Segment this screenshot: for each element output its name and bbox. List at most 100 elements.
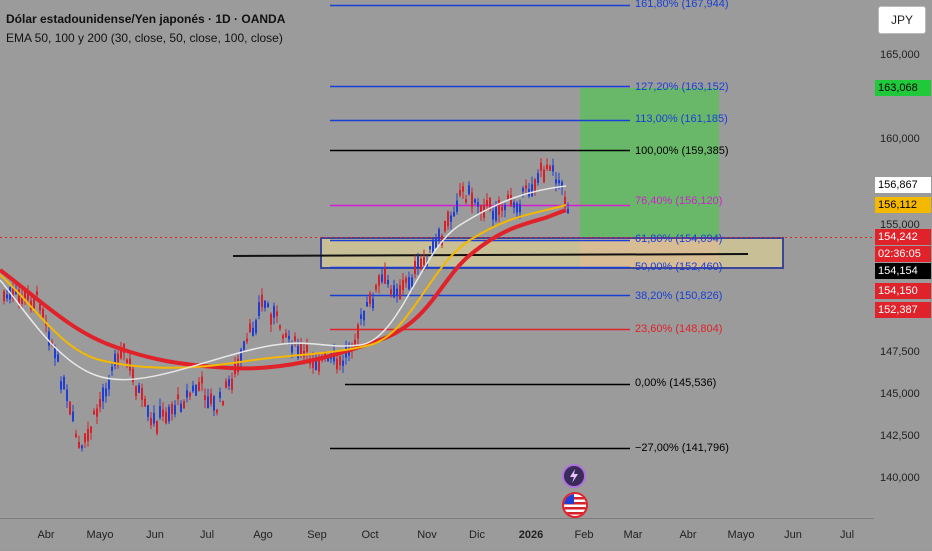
candle-body [279, 325, 281, 329]
candle-body [3, 291, 5, 301]
candle-body [84, 433, 86, 443]
profit-zone [580, 88, 719, 237]
price-label-ema-fast: 156,867 [875, 177, 931, 193]
ema-mid-line [0, 204, 567, 369]
candle-body [162, 409, 164, 417]
candle-body [408, 277, 410, 290]
price-label-target: 163,068 [875, 80, 931, 96]
candle-body [108, 379, 110, 390]
candle-body [432, 239, 434, 254]
candle-body [246, 338, 248, 342]
candle-body [318, 356, 320, 372]
month-label: Mar [623, 529, 643, 541]
candle-body [435, 237, 437, 249]
symbol-title[interactable]: Dólar estadounidense/Yen japonés · 1D · … [6, 12, 286, 26]
candle-body [498, 200, 500, 215]
candle-body [240, 349, 242, 362]
month-label: Sep [307, 529, 327, 541]
candle-body [138, 385, 140, 393]
candle-body [453, 211, 455, 217]
price-tick: 140,000 [880, 472, 920, 484]
candle-body [513, 202, 515, 208]
candle-body [153, 413, 155, 424]
candle-body [477, 202, 479, 207]
candle-body [105, 388, 107, 397]
candle-body [75, 433, 77, 438]
candle-body [315, 358, 317, 371]
price-label-ema-mid: 156,112 [875, 197, 931, 213]
candle-body [555, 179, 557, 184]
candle-body [204, 395, 206, 401]
ema-slow-line [0, 208, 567, 371]
candle-body [78, 442, 80, 448]
countdown-label: 02:36:05 [875, 246, 931, 262]
candle-body [561, 181, 563, 188]
candle-body [87, 429, 89, 441]
candle-body [6, 294, 8, 299]
candle-body [24, 289, 26, 299]
candle-body [249, 323, 251, 333]
candle-body [171, 404, 173, 415]
fib-label: 100,00% (159,385) [635, 145, 729, 157]
candle-body [390, 289, 392, 295]
price-chart-canvas[interactable] [0, 0, 874, 518]
us-flag-event-icon[interactable] [562, 492, 588, 518]
candle-body [327, 357, 329, 362]
candle-body [132, 368, 134, 382]
candle-body [564, 197, 566, 208]
candle-body [444, 220, 446, 232]
candle-body [504, 204, 506, 211]
candle-body [165, 411, 167, 424]
fib-label: 0,00% (145,536) [635, 377, 717, 389]
candle-body [387, 280, 389, 285]
candle-body [525, 185, 527, 189]
month-label: Ago [253, 529, 273, 541]
candle-body [501, 206, 503, 211]
candle-body [135, 386, 137, 397]
candle-body [411, 277, 413, 287]
candle-body [96, 408, 98, 417]
candle-body [195, 384, 197, 396]
candle-body [507, 194, 509, 201]
indicator-legend[interactable]: EMA 50, 100 y 200 (30, close, 50, close,… [6, 31, 283, 45]
candle-body [522, 188, 524, 192]
candle-body [48, 331, 50, 346]
price-axis[interactable]: 165,000 160,000 155,000 147,500 145,000 … [874, 0, 932, 518]
candle-body [282, 335, 284, 339]
lightning-event-icon[interactable] [562, 464, 586, 488]
time-axis[interactable]: Abr Mayo Jun Jul Ago Sep Oct Nov Dic 202… [0, 518, 874, 551]
candle-body [510, 195, 512, 207]
candle-body [27, 292, 29, 300]
candle-body [72, 411, 74, 422]
candle-body [168, 406, 170, 422]
fib-label: −27,00% (141,796) [635, 442, 729, 454]
candle-body [213, 396, 215, 411]
fib-label: 76,40% (156,120) [635, 195, 723, 207]
candle-body [147, 405, 149, 417]
candle-body [99, 399, 101, 408]
candle-body [183, 401, 185, 409]
fib-label: 61,80% (154,094) [635, 233, 723, 245]
candle-body [492, 210, 494, 220]
candle-body [312, 358, 314, 368]
candle-body [111, 366, 113, 371]
fib-label: 161,80% (167,944) [635, 0, 729, 10]
candle-body [297, 345, 299, 359]
candle-body [261, 294, 263, 308]
candle-body [447, 211, 449, 227]
candle-body [150, 417, 152, 426]
candle-body [276, 311, 278, 317]
fib-label: 38,20% (150,826) [635, 290, 723, 302]
candle-body [36, 291, 38, 295]
fib-label: 23,60% (148,804) [635, 323, 723, 335]
candle-body [384, 268, 386, 284]
currency-button[interactable]: JPY [878, 6, 926, 34]
candle-body [399, 285, 401, 300]
candle-body [222, 401, 224, 406]
candle-body [540, 162, 542, 171]
candle-body [219, 391, 221, 398]
month-label: Dic [469, 529, 485, 541]
candle-body [381, 274, 383, 283]
candle-body [141, 388, 143, 400]
